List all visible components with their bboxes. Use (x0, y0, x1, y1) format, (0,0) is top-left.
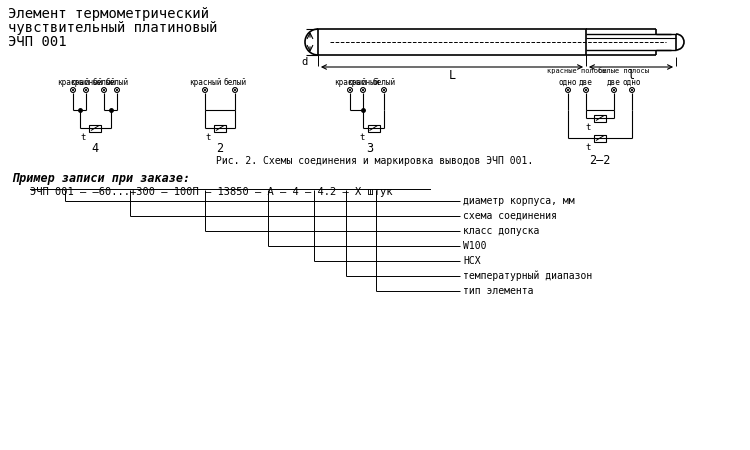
Bar (594, 114, 606, 122)
Text: красный: красный (346, 78, 380, 87)
Text: l: l (628, 69, 634, 82)
Text: чувствительный платиновый: чувствительный платиновый (8, 21, 217, 35)
Text: d: d (301, 57, 307, 67)
Text: t: t (586, 122, 591, 131)
Text: t: t (206, 132, 211, 141)
Text: L: L (448, 69, 455, 82)
Bar (368, 125, 380, 131)
Text: Пример записи при заказе:: Пример записи при заказе: (12, 172, 190, 185)
Text: одно: одно (622, 78, 641, 87)
Text: белые полосы: белые полосы (598, 68, 649, 74)
Text: класс допуска: класс допуска (463, 226, 539, 236)
Bar (318, 29, 586, 55)
Text: ЭЧП 001 – –60...+300 – 100П – 13850 – А – 4 – 4.2 – Х штук: ЭЧП 001 – –60...+300 – 100П – 13850 – А … (30, 187, 392, 197)
Text: две: две (579, 78, 593, 87)
Text: красный: красный (57, 78, 89, 87)
Text: W100: W100 (463, 241, 487, 251)
Text: тип элемента: тип элемента (463, 286, 533, 296)
Text: 2–2: 2–2 (590, 154, 610, 167)
Text: белый: белый (373, 78, 395, 87)
Bar (214, 125, 226, 131)
Text: Элемент термометрический: Элемент термометрический (8, 7, 209, 21)
Text: t: t (359, 132, 364, 141)
Text: красный: красный (189, 78, 221, 87)
Text: t: t (81, 132, 86, 141)
Text: белый: белый (106, 78, 128, 87)
Text: 4: 4 (92, 142, 98, 155)
Text: НСХ: НСХ (463, 256, 481, 266)
Bar (89, 125, 101, 131)
Text: температурный диапазон: температурный диапазон (463, 271, 592, 281)
Text: красные полосы: красные полосы (548, 68, 607, 74)
Text: 2: 2 (217, 142, 223, 155)
Text: красный: красный (70, 78, 102, 87)
Text: диаметр корпуса, мм: диаметр корпуса, мм (463, 196, 574, 206)
Text: Рис. 2. Схемы соединения и маркировка выводов ЭЧП 001.: Рис. 2. Схемы соединения и маркировка вы… (216, 156, 534, 166)
Bar (594, 135, 606, 141)
Text: схема соединения: схема соединения (463, 211, 557, 221)
Text: белый: белый (92, 78, 116, 87)
Text: 3: 3 (367, 142, 374, 155)
Text: t: t (586, 143, 591, 152)
Text: белый: белый (224, 78, 247, 87)
Text: одно: одно (559, 78, 578, 87)
Text: две: две (607, 78, 621, 87)
Text: ЭЧП 001: ЭЧП 001 (8, 35, 67, 49)
Text: красный: красный (334, 78, 366, 87)
